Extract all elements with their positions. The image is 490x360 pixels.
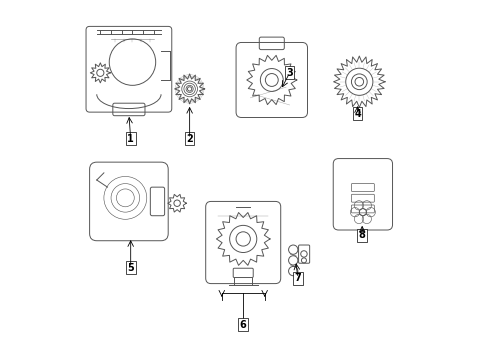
Text: 7: 7: [294, 273, 301, 283]
Text: 6: 6: [240, 320, 246, 330]
Text: 5: 5: [127, 262, 134, 273]
Text: 4: 4: [354, 109, 361, 119]
Text: 2: 2: [186, 134, 193, 144]
Text: 3: 3: [286, 68, 293, 78]
Text: 1: 1: [127, 134, 134, 144]
Text: 8: 8: [359, 230, 366, 240]
